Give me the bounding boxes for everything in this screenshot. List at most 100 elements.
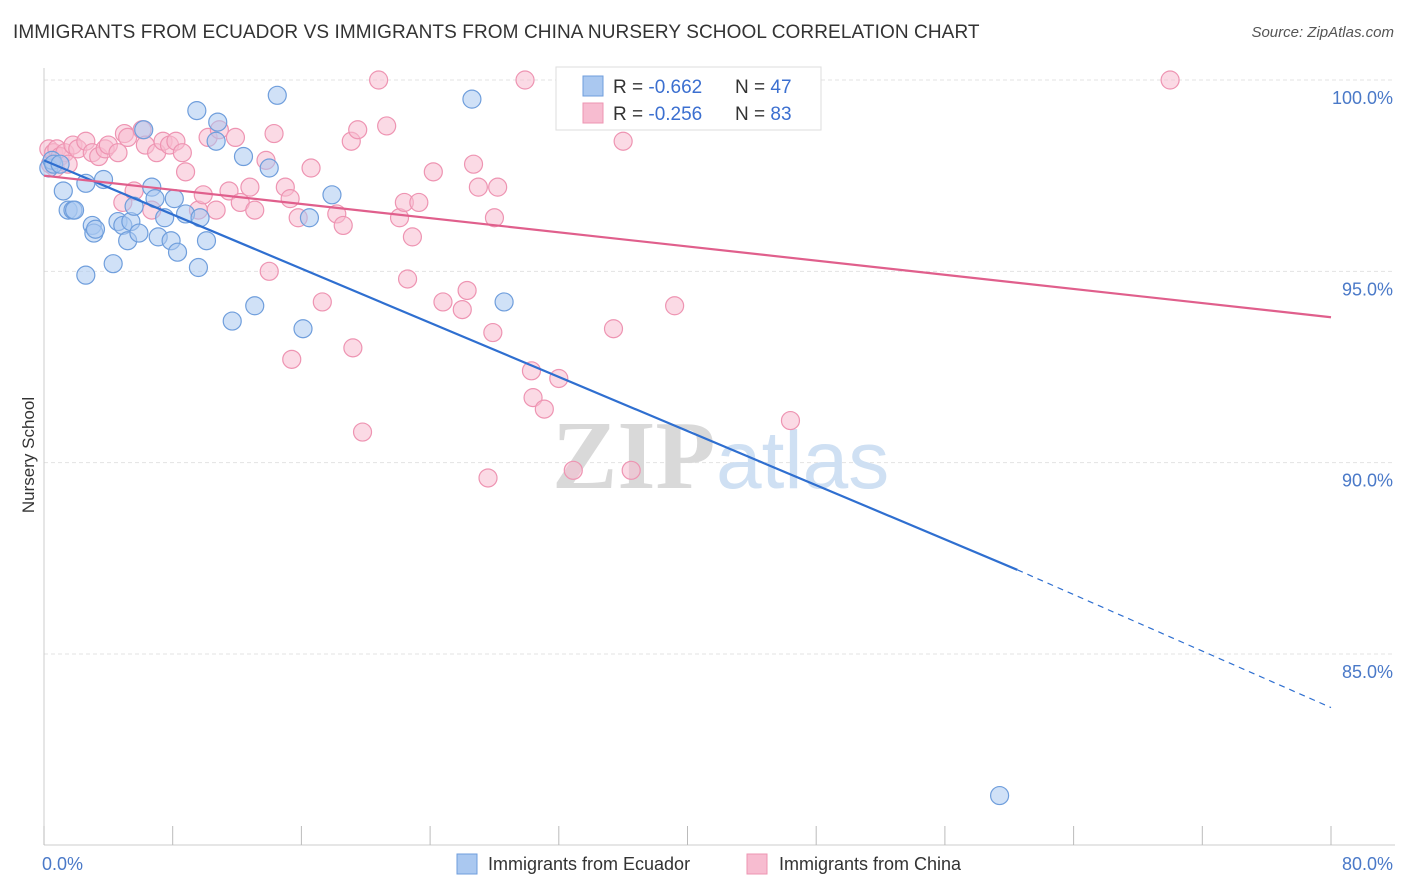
y-tick-label: 90.0%	[1342, 471, 1393, 491]
bottom-legend-swatch-china	[746, 853, 768, 875]
ecuador-trend-extension	[1017, 569, 1332, 709]
ecuador-point	[187, 101, 207, 121]
china-point	[172, 143, 192, 163]
china-point	[488, 177, 508, 197]
china-point	[225, 127, 246, 147]
ecuador-point	[494, 292, 514, 312]
china-point	[245, 200, 265, 220]
axis-layer	[43, 68, 1395, 846]
ecuador-point	[167, 242, 188, 262]
china-point	[563, 460, 583, 480]
svg-text:N = 47: N = 47	[735, 77, 792, 98]
china-point	[402, 227, 423, 247]
china-point	[409, 192, 429, 213]
ecuador-point	[53, 181, 73, 201]
ecuador-point	[129, 223, 149, 243]
china-point	[206, 200, 226, 220]
ecuador-point	[222, 311, 242, 331]
legend-n-label-china: N =	[735, 104, 770, 125]
ecuador-point	[64, 200, 85, 220]
ecuador-point	[322, 185, 342, 205]
china-point	[457, 280, 477, 301]
china-point	[259, 261, 279, 281]
legend-r-label-ecuador: R =	[613, 77, 648, 98]
china-point	[282, 349, 302, 369]
ecuador-point	[103, 254, 123, 274]
y-tick-label: 85.0%	[1342, 662, 1393, 682]
ecuador-point	[233, 146, 254, 167]
watermark-atlas: atlas	[716, 415, 889, 506]
legend-n-value-china: 83	[770, 104, 791, 125]
bottom-legend-label-ecuador: Immigrants from Ecuador	[488, 854, 690, 874]
watermark: ZIP atlas	[552, 402, 889, 510]
y-tick-label: 95.0%	[1342, 279, 1393, 299]
china-trend-line	[43, 174, 1332, 319]
china-point	[523, 388, 543, 408]
china-point	[433, 292, 453, 312]
china-point	[108, 143, 128, 163]
china-point	[397, 269, 418, 289]
legend-swatch-ecuador	[582, 75, 604, 97]
china-point	[333, 215, 353, 236]
bottom-legend: Immigrants from Ecuador Immigrants from …	[456, 853, 962, 875]
legend-n-label-ecuador: N =	[735, 77, 770, 98]
bottom-legend-label-china: Immigrants from China	[779, 854, 962, 874]
china-point	[665, 296, 685, 316]
ecuador-point	[259, 158, 279, 178]
china-point	[613, 131, 633, 151]
china-point	[484, 208, 505, 228]
china-point	[452, 300, 472, 320]
china-point	[312, 292, 332, 312]
legend-r-value-ecuador: -0.662	[648, 77, 702, 98]
china-point	[1160, 70, 1180, 90]
ecuador-point	[208, 112, 228, 132]
x-tick-label-max: 80.0%	[1342, 854, 1393, 874]
china-point	[377, 116, 397, 136]
ecuador-point	[293, 319, 313, 339]
china-point	[483, 322, 503, 343]
china-point	[478, 468, 498, 488]
china-point	[264, 123, 284, 144]
y-axis-label: Nursery School	[19, 397, 38, 513]
ecuador-point	[462, 89, 482, 109]
ticks-layer: 85.0% 90.0% 95.0% 100.0%	[1332, 88, 1393, 682]
china-point	[621, 460, 641, 480]
chart-title: IMMIGRANTS FROM ECUADOR VS IMMIGRANTS FR…	[13, 22, 980, 43]
china-point	[301, 158, 321, 178]
svg-text:R = -0.256: R = -0.256	[613, 104, 702, 125]
legend-r-value-china: -0.256	[648, 104, 702, 125]
x-tick-label-min: 0.0%	[42, 854, 83, 874]
ecuador-points	[39, 85, 1010, 806]
top-legend: R = -0.662 N = 47 R = -0.256 N = 83	[555, 66, 822, 131]
ecuador-trend-line	[43, 159, 1018, 571]
legend-swatch-china	[582, 102, 604, 124]
ecuador-point	[196, 231, 217, 251]
ecuador-point	[299, 208, 320, 228]
ecuador-point	[267, 85, 287, 105]
svg-text:R = -0.662: R = -0.662	[613, 77, 702, 98]
china-point	[534, 399, 554, 419]
china-point	[348, 120, 368, 140]
china-point	[603, 319, 624, 339]
ecuador-point	[134, 120, 154, 140]
ecuador-point	[245, 296, 265, 316]
ecuador-point	[76, 265, 96, 285]
china-point	[343, 338, 363, 358]
grid-layer	[44, 79, 1395, 655]
ecuador-point	[188, 257, 209, 278]
china-point	[468, 177, 488, 197]
legend-n-value-ecuador: 47	[770, 77, 791, 98]
watermark-zip: ZIP	[552, 402, 715, 510]
china-point	[369, 70, 389, 90]
china-point	[280, 189, 300, 209]
china-point	[240, 177, 260, 197]
china-point	[175, 162, 196, 182]
chart-source: Source: ZipAtlas.com	[1251, 24, 1394, 41]
ecuador-point	[206, 131, 226, 151]
legend-r-label-china: R =	[613, 104, 648, 125]
china-point	[352, 422, 373, 442]
svg-text:N = 83: N = 83	[735, 104, 792, 125]
china-point	[463, 154, 484, 174]
china-point	[423, 162, 443, 182]
